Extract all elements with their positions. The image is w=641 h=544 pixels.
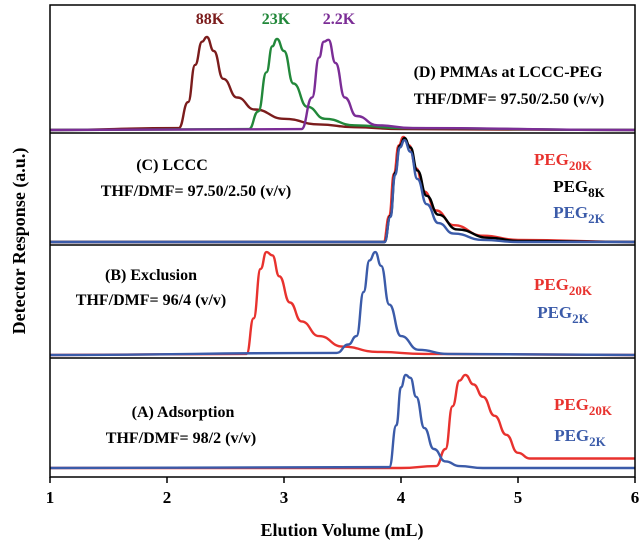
series-line-d-2-2k [49, 38, 636, 132]
panel-d-title: (D) PMMAs at LCCC-PEG [414, 64, 603, 81]
legend-a-peg2k: PEG2K [554, 426, 606, 449]
panel-a-subtitle: THF/DMF= 98/2 (v/v) [106, 430, 256, 447]
panel-b-title: (B) Exclusion [105, 267, 197, 284]
x-axis-label: Elution Volume (mL) [260, 520, 423, 541]
legend-c-peg8k-sub: 8K [588, 185, 606, 200]
annotation-labels: 88K 23K 2.2K (D) PMMAs at LCCC-PEG THF/D… [76, 11, 613, 449]
panel-c-title: (C) LCCC [136, 157, 208, 174]
panel-c-subtitle: THF/DMF= 97.50/2.50 (v/v) [101, 183, 291, 200]
x-axis: 1 2 3 4 5 6 [46, 477, 640, 507]
series-line-a-peg20k [50, 373, 635, 470]
series-line-b-peg2k [49, 250, 636, 357]
legend-c-peg2k: PEG2K [553, 203, 605, 226]
legend-b-peg20k: PEG20K [534, 275, 593, 298]
x-tick-label: 2 [163, 488, 172, 507]
series-line-d-88k [49, 35, 636, 132]
x-tick-label: 4 [397, 488, 406, 507]
legend-a-peg2k-sub: 2K [589, 434, 607, 449]
legend-b-peg2k-base: PEG [537, 303, 572, 322]
series-line-d-23k [49, 37, 636, 132]
legend-c-peg2k-sub: 2K [588, 211, 606, 226]
legend-c-peg8k-base: PEG [553, 177, 588, 196]
peak-label-2-2k: 2.2K [323, 11, 356, 28]
legend-b-peg2k-sub: 2K [572, 311, 590, 326]
legend-c-peg20k: PEG20K [534, 150, 593, 173]
legend-c-peg8k: PEG8K [553, 177, 605, 200]
x-tick-label: 3 [280, 488, 289, 507]
series-line-a-peg2k [49, 373, 635, 470]
legend-a-peg20k-base: PEG [554, 395, 589, 414]
y-axis-label: Detector Response (a.u.) [9, 148, 30, 335]
legend-c-peg20k-base: PEG [534, 150, 569, 169]
series-line-c-peg2k [49, 139, 635, 244]
peak-label-23k: 23K [262, 11, 291, 28]
panel-d-subtitle: THF/DMF= 97.50/2.50 (v/v) [414, 91, 604, 108]
panel-a-title: (A) Adsorption [132, 404, 235, 421]
series-line-b-peg20k [49, 250, 636, 357]
plot-frame [49, 4, 636, 478]
legend-c-peg2k-base: PEG [553, 203, 588, 222]
x-tick-label: 6 [631, 488, 640, 507]
legend-a-peg20k-sub: 20K [589, 403, 613, 418]
legend-b-peg20k-sub: 20K [569, 283, 593, 298]
x-tick-label: 1 [46, 488, 55, 507]
legend-a-peg2k-base: PEG [554, 426, 589, 445]
legend-b-peg20k-base: PEG [534, 275, 569, 294]
legend-c-peg20k-sub: 20K [569, 158, 593, 173]
curves-layer [49, 35, 636, 470]
x-tick-label: 5 [514, 488, 523, 507]
panel-b-subtitle: THF/DMF= 96/4 (v/v) [76, 292, 226, 309]
peak-label-88k: 88K [196, 11, 225, 28]
legend-b-peg2k: PEG2K [537, 303, 589, 326]
legend-a-peg20k: PEG20K [554, 395, 613, 418]
